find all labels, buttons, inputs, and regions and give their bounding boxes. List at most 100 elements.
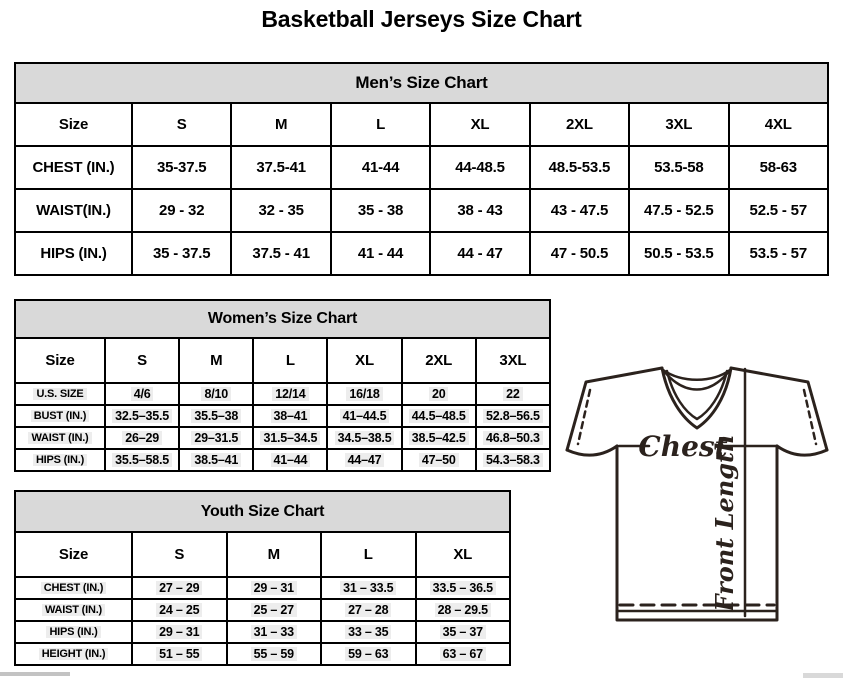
table-row: WAIST (IN.) 24 – 25 25 – 27 27 – 28 28 –… <box>14 598 511 622</box>
size-value-text: 31.5–34.5 <box>260 430 321 446</box>
youth-size-table: Youth Size Chart Size S M L XL CHEST (IN… <box>14 490 511 666</box>
table-row: WAIST(IN.) 29 - 32 32 - 35 35 - 38 38 - … <box>14 188 830 233</box>
row-label-hips: HIPS (IN.) <box>14 448 106 472</box>
size-value: 38–41 <box>252 404 329 428</box>
size-value: 46.8–50.3 <box>474 426 552 450</box>
size-value-text: 22 <box>503 386 523 402</box>
size-value: 44–47 <box>326 448 403 472</box>
column-header: XL <box>326 337 403 384</box>
horizontal-scrollbar-thumb[interactable] <box>0 672 70 676</box>
size-value: 52.8–56.5 <box>474 404 552 428</box>
size-value-text: 38.5–41 <box>191 452 242 468</box>
size-value: 29 – 31 <box>225 576 322 600</box>
size-value-text: 20 <box>428 386 449 402</box>
row-label-waist: WAIST(IN.) <box>14 188 133 233</box>
size-value-text: 31 – 33 <box>250 624 297 640</box>
size-value: 48.5-53.5 <box>528 145 631 190</box>
row-label-text: WAIST (IN.) <box>41 603 106 617</box>
size-value: 33.5 – 36.5 <box>414 576 511 600</box>
size-value: 35.5–38 <box>178 404 255 428</box>
row-label-text: CHEST (IN.) <box>40 581 107 595</box>
table-row: BUST (IN.) 32.5–35.5 35.5–38 38–41 41–44… <box>14 404 552 428</box>
size-value: 58-63 <box>727 145 830 190</box>
column-header-size: Size <box>14 102 133 147</box>
table-row: CHEST (IN.) 27 – 29 29 – 31 31 – 33.5 33… <box>14 576 511 600</box>
row-label-hips: HIPS (IN.) <box>14 620 133 644</box>
size-value: 47.5 - 52.5 <box>628 188 730 233</box>
size-value-text: 29–31.5 <box>191 430 242 446</box>
size-value: 35 - 37.5 <box>130 231 233 276</box>
column-header: M <box>230 102 332 147</box>
size-value-text: 46.8–50.3 <box>482 430 543 446</box>
row-label-text: HIPS (IN.) <box>46 625 101 639</box>
size-value: 16/18 <box>326 382 403 406</box>
column-header: XL <box>429 102 531 147</box>
size-value-text: 41–44 <box>270 452 311 468</box>
column-header: L <box>329 102 432 147</box>
size-value: 50.5 - 53.5 <box>628 231 730 276</box>
size-value: 43 - 47.5 <box>528 188 631 233</box>
size-value: 38 - 43 <box>429 188 531 233</box>
row-label-chest: CHEST (IN.) <box>14 145 133 190</box>
table-row: Size S M L XL <box>14 531 511 578</box>
size-value: 33 – 35 <box>320 620 417 644</box>
table-row: U.S. SIZE 4/6 8/10 12/14 16/18 20 22 <box>14 382 552 406</box>
size-value: 22 <box>474 382 552 406</box>
size-value: 27 – 29 <box>131 576 228 600</box>
youth-table-title: Youth Size Chart <box>14 490 511 533</box>
size-value-text: 32.5–35.5 <box>112 408 172 424</box>
size-value: 37.5 - 41 <box>230 231 332 276</box>
size-value: 41 - 44 <box>329 231 432 276</box>
womens-size-table: Women’s Size Chart Size S M L XL 2XL 3XL… <box>14 299 552 472</box>
size-value-text: 4/6 <box>130 386 154 402</box>
size-value: 34.5–38.5 <box>326 426 403 450</box>
column-header: M <box>178 337 255 384</box>
size-value: 44-48.5 <box>429 145 531 190</box>
row-label-text: WAIST (IN.) <box>28 431 92 445</box>
size-value-text: 29 – 31 <box>250 580 297 596</box>
column-header: L <box>320 531 417 578</box>
row-label-height: HEIGHT (IN.) <box>14 642 133 666</box>
size-value-text: 38.5–42.5 <box>408 430 469 446</box>
size-value-text: 31 – 33.5 <box>340 580 397 596</box>
table-row: Size S M L XL 2XL 3XL <box>14 337 552 384</box>
size-value-text: 44–47 <box>344 452 385 468</box>
size-value-text: 27 – 28 <box>345 602 392 618</box>
size-value-text: 29 – 31 <box>156 624 203 640</box>
size-value: 41–44 <box>252 448 329 472</box>
size-value-text: 33.5 – 36.5 <box>429 580 496 596</box>
table-row: Size S M L XL 2XL 3XL 4XL <box>14 102 830 147</box>
row-label-hips: HIPS (IN.) <box>14 231 133 276</box>
horizontal-scrollbar-track[interactable] <box>803 673 843 678</box>
size-value: 41–44.5 <box>326 404 403 428</box>
size-value: 52.5 - 57 <box>727 188 830 233</box>
size-value: 32 - 35 <box>230 188 332 233</box>
size-value-text: 35.5–58.5 <box>112 452 172 468</box>
row-label-text: BUST (IN.) <box>30 409 90 423</box>
column-header: L <box>252 337 329 384</box>
row-label-waist: WAIST (IN.) <box>14 598 133 622</box>
size-value: 63 – 67 <box>414 642 511 666</box>
size-value: 31 – 33 <box>225 620 322 644</box>
table-row: HEIGHT (IN.) 51 – 55 55 – 59 59 – 63 63 … <box>14 642 511 666</box>
table-row: CHEST (IN.) 35-37.5 37.5-41 41-44 44-48.… <box>14 145 830 190</box>
size-value-text: 38–41 <box>270 408 311 424</box>
size-value: 29 – 31 <box>131 620 228 644</box>
table-row: HIPS (IN.) 35.5–58.5 38.5–41 41–44 44–47… <box>14 448 552 472</box>
size-value-text: 51 – 55 <box>156 646 203 662</box>
column-header: 3XL <box>474 337 552 384</box>
chest-label: Chest <box>638 430 727 463</box>
size-value: 8/10 <box>178 382 255 406</box>
size-value: 29–31.5 <box>178 426 255 450</box>
size-value: 53.5 - 57 <box>727 231 830 276</box>
size-value-text: 54.3–58.3 <box>482 452 543 468</box>
size-value-text: 34.5–38.5 <box>334 430 395 446</box>
womens-table-title: Women’s Size Chart <box>14 299 551 339</box>
size-value-text: 27 – 29 <box>156 580 203 596</box>
mens-size-table: Men’s Size Chart Size S M L XL 2XL 3XL 4… <box>14 62 830 276</box>
size-value: 38.5–41 <box>178 448 255 472</box>
size-value: 55 – 59 <box>225 642 322 666</box>
column-header: S <box>130 102 233 147</box>
column-header-size: Size <box>14 337 106 384</box>
